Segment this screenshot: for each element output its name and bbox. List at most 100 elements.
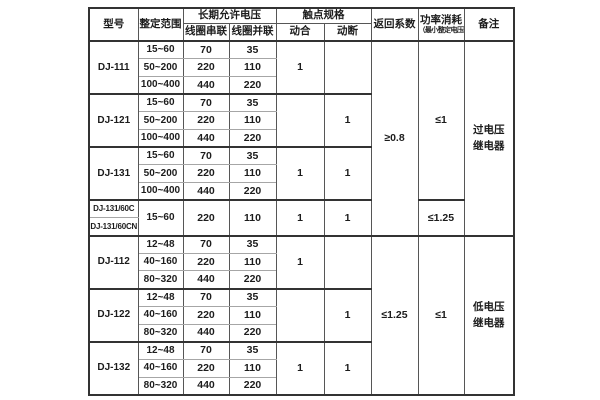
cell-setting-range: 80~320 (137, 270, 184, 290)
cell-normally-closed: 1 (323, 199, 372, 237)
cell-normally-open: 1 (275, 340, 325, 396)
remark-line: 继电器 (473, 140, 505, 153)
cell-setting-range: 80~320 (137, 323, 184, 343)
cell-coil-series: 70 (182, 146, 230, 166)
cell-normally-closed: 1 (323, 287, 372, 343)
cell-normally-open: 1 (275, 146, 325, 201)
cell-normally-open: 1 (275, 199, 325, 237)
cell-coil-parallel: 110 (228, 252, 277, 272)
cell-normally-open: 1 (275, 234, 325, 290)
cell-coil-parallel: 220 (228, 376, 277, 396)
cell-coil-series: 220 (182, 111, 230, 130)
cell-coil-series: 70 (182, 40, 230, 60)
cell-coil-series: 220 (182, 305, 230, 325)
cell-coil-parallel: 35 (228, 234, 277, 254)
cell-setting-range: 12~48 (137, 287, 184, 307)
header-model: 型号 (88, 7, 139, 42)
header-return-coefficient: 返回系数 (370, 7, 419, 42)
cell-model: DJ-111 (88, 40, 139, 95)
cell-setting-range: 15~60 (137, 93, 184, 113)
cell-setting-range: 12~48 (137, 340, 184, 360)
cell-coil-series: 440 (182, 323, 230, 343)
header-remarks: 备注 (463, 7, 515, 42)
cell-setting-range: 40~160 (137, 252, 184, 272)
cell-power-consumption: ≤1 (417, 40, 465, 201)
cell-remarks: 低电压 继电器 (463, 234, 515, 396)
cell-return-coefficient: ≥0.8 (370, 40, 419, 237)
cell-coil-parallel: 110 (228, 111, 277, 130)
cell-model: DJ-131/60CN (88, 217, 139, 237)
cell-setting-range: 50~200 (137, 111, 184, 130)
cell-normally-open: 1 (275, 40, 325, 95)
cell-coil-series: 440 (182, 75, 230, 95)
remark-line: 低电压 (473, 301, 505, 314)
header-setting-range: 整定范围 (137, 7, 184, 42)
cell-model: DJ-122 (88, 287, 139, 343)
cell-coil-parallel: 110 (228, 305, 277, 325)
header-normally-open: 动合 (275, 22, 325, 42)
cell-model: DJ-131 (88, 146, 139, 201)
cell-coil-parallel: 220 (228, 128, 277, 148)
cell-setting-range: 40~160 (137, 305, 184, 325)
header-power-consumption-condition: （最小整定电压时） (418, 27, 464, 35)
remark-line: 继电器 (473, 317, 505, 330)
cell-remarks: 过电压 继电器 (463, 40, 515, 237)
cell-setting-range: 50~200 (137, 58, 184, 77)
cell-coil-parallel: 220 (228, 182, 277, 201)
cell-setting-range: 12~48 (137, 234, 184, 254)
cell-normally-closed (323, 234, 372, 290)
header-power-consumption-label: 功率消耗 (420, 13, 462, 26)
cell-coil-parallel: 110 (228, 58, 277, 77)
cell-coil-series: 440 (182, 182, 230, 201)
cell-normally-closed: 1 (323, 146, 372, 201)
cell-coil-series: 70 (182, 234, 230, 254)
cell-coil-series: 220 (182, 358, 230, 378)
cell-normally-closed (323, 40, 372, 95)
header-contact-spec: 触点规格 (275, 7, 372, 24)
cell-coil-series: 220 (182, 252, 230, 272)
cell-model: DJ-112 (88, 234, 139, 290)
cell-normally-closed: 1 (323, 93, 372, 148)
cell-coil-parallel: 35 (228, 146, 277, 166)
cell-setting-range: 100~400 (137, 128, 184, 148)
cell-coil-series: 220 (182, 58, 230, 77)
relay-spec-table: 型号 整定范围 长期允许电压 触点规格 返回系数 功率消耗 （最小整定电压时） … (88, 7, 515, 396)
cell-normally-closed: 1 (323, 340, 372, 396)
cell-setting-range: 80~320 (137, 376, 184, 396)
cell-coil-parallel: 35 (228, 340, 277, 360)
cell-coil-series: 220 (182, 164, 230, 183)
cell-coil-series: 70 (182, 287, 230, 307)
cell-coil-series: 220 (182, 199, 230, 237)
cell-setting-range: 50~200 (137, 164, 184, 183)
cell-setting-range: 15~60 (137, 199, 184, 237)
header-long-term-voltage: 长期允许电压 (182, 7, 277, 24)
cell-coil-parallel: 220 (228, 323, 277, 343)
cell-coil-parallel: 35 (228, 40, 277, 60)
cell-normally-open (275, 287, 325, 343)
remark-line: 过电压 (473, 124, 505, 137)
cell-normally-open (275, 93, 325, 148)
cell-setting-range: 15~60 (137, 40, 184, 60)
cell-coil-parallel: 110 (228, 358, 277, 378)
header-normally-closed: 动断 (323, 22, 372, 42)
cell-coil-parallel: 110 (228, 199, 277, 237)
header-power-consumption: 功率消耗 （最小整定电压时） (417, 7, 465, 42)
cell-coil-parallel: 110 (228, 164, 277, 183)
cell-setting-range: 40~160 (137, 358, 184, 378)
cell-setting-range: 100~400 (137, 182, 184, 201)
cell-coil-series: 70 (182, 93, 230, 113)
cell-power-consumption: ≤1 (417, 234, 465, 396)
cell-coil-parallel: 220 (228, 270, 277, 290)
cell-coil-series: 440 (182, 376, 230, 396)
cell-coil-parallel: 35 (228, 93, 277, 113)
cell-return-coefficient: ≤1.25 (370, 234, 419, 396)
cell-coil-parallel: 220 (228, 75, 277, 95)
cell-power-consumption: ≤1.25 (417, 199, 465, 237)
cell-setting-range: 100~400 (137, 75, 184, 95)
cell-coil-parallel: 35 (228, 287, 277, 307)
cell-model: DJ-132 (88, 340, 139, 396)
cell-coil-series: 70 (182, 340, 230, 360)
cell-setting-range: 15~60 (137, 146, 184, 166)
cell-coil-series: 440 (182, 270, 230, 290)
cell-coil-series: 440 (182, 128, 230, 148)
